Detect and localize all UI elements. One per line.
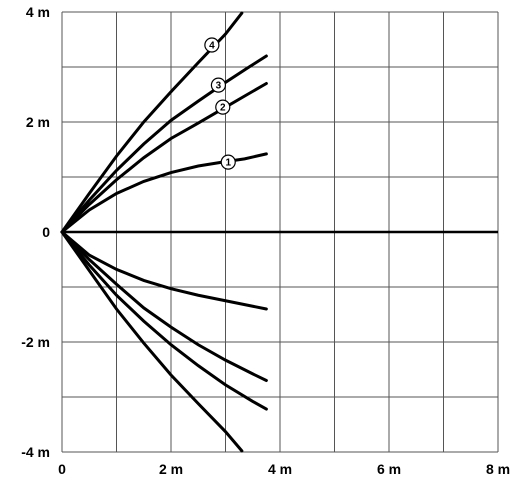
series-group — [60, 11, 268, 453]
marker-circle — [215, 99, 231, 115]
series-marker-2: 2 — [215, 99, 231, 115]
y-tick-label: 4 m — [26, 4, 50, 20]
x-tick-label: 8 m — [486, 461, 510, 477]
series-line-5 — [60, 230, 268, 311]
series-line-8 — [60, 230, 244, 453]
marker-label: 2 — [220, 103, 226, 114]
series-line-4 — [60, 11, 244, 234]
series-marker-1: 1 — [220, 154, 236, 170]
x-tick-label: 2 m — [159, 461, 183, 477]
x-tick-label: 0 — [58, 461, 66, 477]
series-line-2 — [60, 82, 268, 234]
series-line-3 — [60, 54, 268, 234]
marker-label: 4 — [209, 41, 215, 52]
marker-label: 3 — [216, 81, 222, 92]
series-marker-4: 4 — [204, 37, 220, 53]
series-line-1 — [60, 152, 268, 234]
series-line-6 — [60, 230, 268, 382]
x-tick-label: 6 m — [377, 461, 401, 477]
series-line-7 — [60, 230, 268, 411]
marker-circle — [210, 77, 227, 93]
y-tick-label: -2 m — [21, 334, 50, 350]
series-marker-3: 3 — [210, 77, 227, 93]
tick-labels: 0 2 m 4 m 6 m 8 m 4 m 2 m 0 -2 m -4 m — [21, 4, 510, 477]
x-tick-label: 4 m — [268, 461, 292, 477]
series-markers: 1 2 3 4 — [204, 37, 236, 170]
y-tick-label: 2 m — [26, 114, 50, 130]
marker-circle — [204, 37, 220, 53]
y-tick-label: -4 m — [21, 444, 50, 460]
y-tick-label: 0 — [42, 224, 50, 240]
marker-label: 1 — [225, 158, 231, 169]
marker-circle — [220, 154, 236, 170]
